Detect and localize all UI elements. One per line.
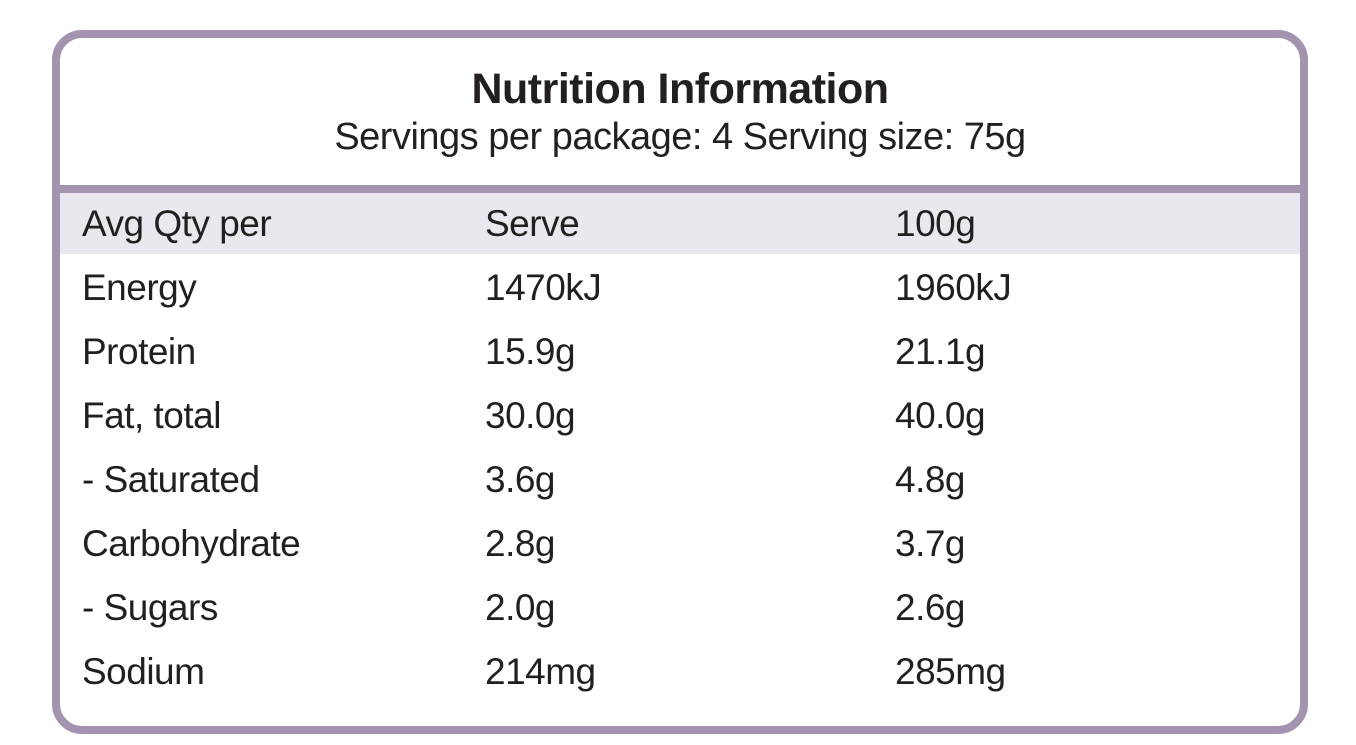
row-serve-value: 2.8g bbox=[485, 523, 556, 564]
row-label: Sodium bbox=[82, 651, 205, 692]
table-row-sugars: - Sugars 2.0g 2.6g bbox=[60, 576, 1300, 640]
row-100g-value: 2.6g bbox=[895, 587, 966, 628]
row-100g-value: 1960kJ bbox=[895, 267, 1012, 308]
table-row-sodium: Sodium 214mg 285mg bbox=[60, 640, 1300, 704]
panel-subtitle: Servings per package: 4 Serving size: 75… bbox=[334, 115, 1026, 158]
panel-header: Nutrition Information Servings per packa… bbox=[60, 38, 1300, 185]
table-row-carbohydrate: Carbohydrate 2.8g 3.7g bbox=[60, 512, 1300, 576]
row-serve-value: 214mg bbox=[485, 651, 596, 692]
row-label: Protein bbox=[82, 331, 196, 372]
row-label: - Saturated bbox=[82, 459, 260, 500]
table-row-protein: Protein 15.9g 21.1g bbox=[60, 320, 1300, 384]
header-divider bbox=[60, 185, 1300, 193]
row-serve-value: 15.9g bbox=[485, 331, 576, 372]
row-serve-value: 2.0g bbox=[485, 587, 556, 628]
row-100g-value: 40.0g bbox=[895, 395, 986, 436]
column-header-label: Avg Qty per bbox=[82, 202, 272, 244]
row-serve-value: 1470kJ bbox=[485, 267, 602, 308]
row-serve-value: 30.0g bbox=[485, 395, 576, 436]
nutrition-panel: Nutrition Information Servings per packa… bbox=[52, 30, 1308, 734]
row-label: Energy bbox=[82, 267, 197, 308]
column-header-serve: Serve bbox=[485, 202, 580, 244]
table-row-fat-total: Fat, total 30.0g 40.0g bbox=[60, 384, 1300, 448]
table-header-row: Avg Qty per Serve 100g bbox=[60, 193, 1300, 254]
row-label: Carbohydrate bbox=[82, 523, 301, 564]
row-serve-value: 3.6g bbox=[485, 459, 556, 500]
panel-title: Nutrition Information bbox=[471, 64, 889, 113]
row-100g-value: 285mg bbox=[895, 651, 1006, 692]
table-body: Energy 1470kJ 1960kJ Protein 15.9g 21.1g… bbox=[60, 254, 1300, 704]
row-100g-value: 3.7g bbox=[895, 523, 966, 564]
row-100g-value: 21.1g bbox=[895, 331, 986, 372]
table-row-energy: Energy 1470kJ 1960kJ bbox=[60, 256, 1300, 320]
row-label: - Sugars bbox=[82, 587, 218, 628]
row-label: Fat, total bbox=[82, 395, 221, 436]
column-header-100g: 100g bbox=[895, 202, 976, 244]
table-row-saturated: - Saturated 3.6g 4.8g bbox=[60, 448, 1300, 512]
row-100g-value: 4.8g bbox=[895, 459, 966, 500]
